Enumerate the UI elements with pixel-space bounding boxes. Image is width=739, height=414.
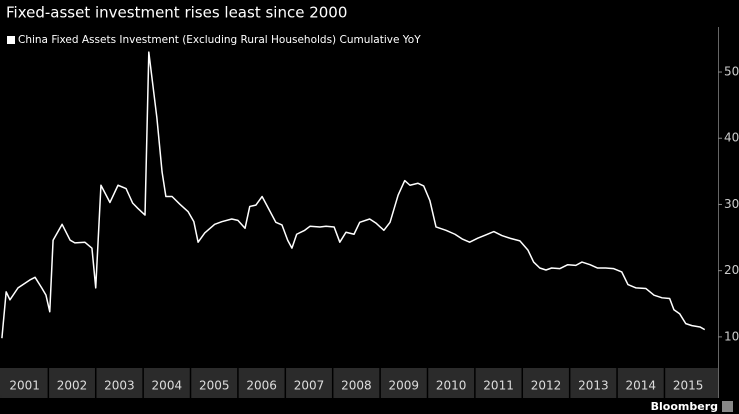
x-tick-label: 2005 — [199, 379, 230, 393]
x-axis-band — [0, 368, 718, 398]
x-tick-label: 2001 — [9, 379, 40, 393]
x-tick-label: 2015 — [673, 379, 704, 393]
y-tick-label: 30 — [724, 197, 739, 211]
legend-label: China Fixed Assets Investment (Excluding… — [18, 34, 421, 46]
x-tick-label: 2003 — [104, 379, 135, 393]
source-logo — [722, 401, 733, 412]
x-tick-label: 2008 — [341, 379, 372, 393]
chart-title: Fixed-asset investment rises least since… — [6, 4, 347, 22]
x-tick-label: 2006 — [246, 379, 277, 393]
x-tick-label: 2002 — [57, 379, 88, 393]
y-tick-label: 20 — [724, 263, 739, 277]
y-tick-label: 10 — [724, 329, 739, 343]
x-tick-label: 2007 — [294, 379, 325, 393]
x-tick-label: 2013 — [578, 379, 609, 393]
x-tick-label: 2009 — [389, 379, 420, 393]
y-tick-label: 40 — [724, 131, 739, 145]
line-series — [1, 51, 706, 339]
x-tick-label: 2011 — [483, 379, 514, 393]
x-tick-label: 2004 — [152, 379, 183, 393]
x-tick-label: 2010 — [436, 379, 467, 393]
y-tick-label: 50 — [724, 65, 739, 79]
legend-swatch — [7, 36, 15, 44]
x-tick-label: 2012 — [531, 379, 562, 393]
source: Bloomberg — [651, 400, 718, 413]
x-tick-label: 2014 — [625, 379, 656, 393]
